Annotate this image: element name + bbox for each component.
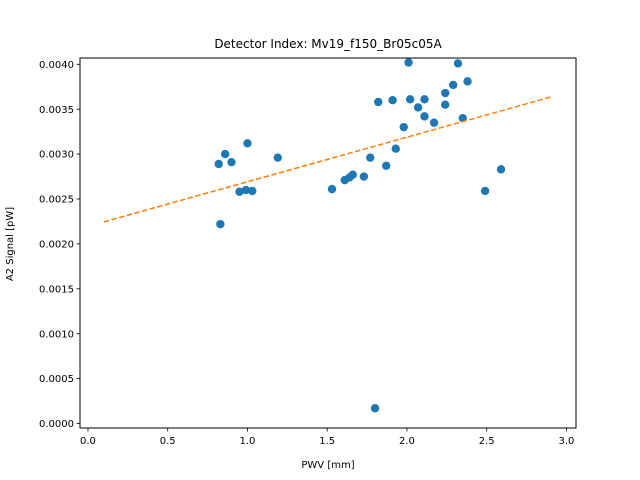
- x-axis: 0.0 0.5 1.0 1.5 2.0 2.5 3.0: [80, 428, 574, 447]
- scatter-point: [241, 185, 251, 195]
- y-tick-label: 0.0035: [39, 105, 74, 116]
- y-tick-label: 0.0025: [39, 195, 74, 206]
- axes-frame: [79, 57, 577, 429]
- y-axis: 0.0000 0.0005 0.0010 0.0015 0.0020 0.0025 0.00…: [39, 60, 80, 430]
- y-tick-label: 0.0030: [39, 150, 74, 161]
- x-tick-label: 2.5: [479, 436, 495, 447]
- y-tick-label: 0.0010: [39, 329, 74, 340]
- y-axis-label: A2 Signal [pW]: [5, 207, 16, 281]
- scatter-point: [366, 153, 375, 162]
- y-tick-label: 0.0005: [39, 374, 74, 385]
- scatter-point: [441, 100, 450, 109]
- scatter-point: [429, 118, 439, 127]
- scatter-point: [348, 170, 357, 179]
- x-tick-label: 0.0: [80, 436, 96, 447]
- scatter-point: [463, 77, 472, 86]
- chart-title: Detector Index: Mv19_f150_Br05c05A: [214, 37, 442, 51]
- scatter-point: [496, 165, 506, 174]
- scatter-point: [327, 184, 337, 194]
- scatter-point: [405, 95, 415, 104]
- scatter-point: [382, 161, 391, 170]
- scatter-point: [243, 139, 252, 148]
- y-tick-label: 0.0020: [39, 239, 74, 250]
- scatter-point: [413, 103, 423, 112]
- x-tick-label: 2.0: [399, 436, 415, 447]
- x-tick-label: 1.5: [319, 436, 335, 447]
- scatter-point: [399, 122, 408, 132]
- scatter-point: [370, 404, 380, 413]
- x-axis-label: PWV [mm]: [301, 460, 354, 471]
- scatter-point: [220, 149, 230, 159]
- plot-area: [103, 58, 551, 413]
- scatter-point: [227, 157, 236, 167]
- scatter-point: [374, 97, 383, 107]
- y-tick-label: 0.0040: [39, 60, 74, 71]
- scatter-point: [391, 144, 400, 153]
- scatter-point: [404, 58, 413, 67]
- x-tick-label: 1.0: [240, 436, 256, 447]
- scatter-point: [216, 219, 225, 229]
- scatter-point: [448, 80, 458, 90]
- scatter-point: [420, 95, 429, 104]
- y-tick-label: 0.0015: [39, 284, 74, 295]
- scatter-point: [388, 96, 397, 105]
- y-tick-label: 0.0000: [39, 419, 74, 430]
- scatter-point: [273, 153, 282, 162]
- x-tick-label: 0.5: [160, 436, 176, 447]
- scatter-point: [248, 186, 257, 196]
- scatter-point: [235, 187, 244, 197]
- x-tick-label: 3.0: [558, 436, 574, 447]
- scatter-point: [453, 59, 463, 68]
- fit-line: [103, 96, 551, 223]
- scatter-point: [480, 186, 490, 196]
- scatter-point: [359, 172, 369, 181]
- scatter-point: [420, 112, 429, 121]
- scatter-point: [441, 88, 450, 98]
- scatter-point: [214, 159, 223, 169]
